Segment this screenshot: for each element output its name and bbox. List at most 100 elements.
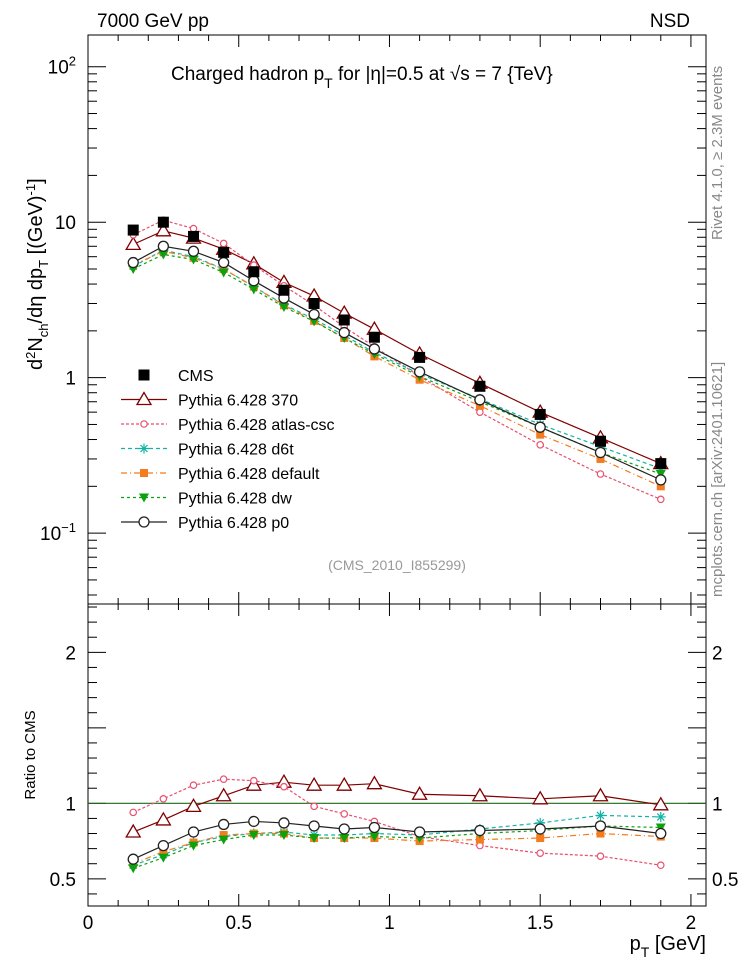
ratio-plot-frame	[87, 603, 707, 907]
legend: CMS Pythia 6.428 370 Pythia 6.428 atlas-cs…	[121, 368, 335, 532]
plot-title-main: Charged hadron p	[171, 64, 324, 85]
data-point-pythia-6-428-p0	[368, 343, 381, 355]
main-y-axis-label: d2Nch/dη dpT [(GeV)-1]	[23, 178, 51, 370]
ratio-point-pythia-6-428-default	[159, 847, 168, 856]
data-point-cms	[308, 297, 320, 309]
legend-label-pythia-6-428-p0: Pythia 6.428 p0	[178, 515, 289, 532]
ratio-point-pythia-6-428-dw	[369, 832, 380, 842]
ratio-point-pythia-6-428-atlas-csc	[536, 849, 544, 857]
axis-ticks: 0 0.5 1 1.5 2 10−1 1 10 102 0.5 0.5 1 1 2 2	[40, 35, 738, 934]
plot-title: Charged hadron pT for |η|=0.5 at √s = 7 …	[171, 64, 553, 91]
legend-label-pythia-6-428-dw: Pythia 6.428 dw	[178, 491, 292, 508]
ratio-point-pythia-6-428-atlas-csc	[656, 861, 665, 870]
legend-marker-pythia-6-428-atlas-csc	[140, 420, 148, 428]
data-point-pythia-6-428-atlas-csc	[219, 239, 228, 248]
ratio-point-pythia-6-428-dw	[218, 835, 229, 845]
ratio-series-group	[125, 773, 669, 874]
data-point-cms	[157, 216, 169, 228]
data-point-pythia-6-428-370	[125, 236, 142, 251]
data-point-pythia-6-428-p0	[187, 245, 200, 257]
data-point-pythia-6-428-p0	[218, 256, 230, 269]
ratio-point-pythia-6-428-370	[411, 785, 428, 800]
ratio-point-pythia-6-428-p0	[308, 820, 320, 832]
plot-title-rest: for |η|=0.5 at √s = 7 {TeV}	[333, 64, 553, 85]
data-point-pythia-6-428-p0	[127, 256, 139, 269]
ratio-point-pythia-6-428-atlas-csc	[189, 781, 198, 790]
data-point-pythia-6-428-370	[155, 222, 172, 237]
legend-label-cms: CMS	[178, 368, 214, 385]
ratio-point-pythia-6-428-370	[185, 798, 202, 812]
ratio-point-pythia-6-428-dw	[158, 853, 169, 863]
x-tick-label: 2	[686, 913, 697, 934]
ratio-y-axis-label: Ratio to CMS	[22, 710, 39, 799]
ratio-line-pythia-6-428-dw	[133, 825, 661, 869]
ratio-point-pythia-6-428-atlas-csc	[596, 852, 605, 860]
legend-marker-pythia-6-428-p0	[138, 516, 150, 528]
data-point-pythia-6-428-p0	[655, 474, 667, 486]
data-point-pythia-6-428-p0	[248, 275, 260, 287]
ratio-point-pythia-6-428-p0	[474, 824, 486, 837]
legend-label-pythia-6-428-370: Pythia 6.428 370	[178, 393, 298, 410]
data-point-pythia-6-428-dw	[309, 317, 320, 327]
header-right: NSD	[650, 11, 690, 32]
ratio-line-pythia-6-428-d6t	[133, 814, 661, 866]
ratio-point-pythia-6-428-p0	[594, 820, 607, 832]
data-point-pythia-6-428-p0	[474, 394, 486, 406]
ratio-point-pythia-6-428-p0	[338, 823, 350, 835]
legend-marker-cms	[138, 369, 150, 381]
ratio-point-pythia-6-428-d6t	[595, 810, 606, 821]
data-point-cms	[594, 435, 606, 447]
data-point-pythia-6-428-default	[656, 482, 665, 491]
data-point-pythia-6-428-p0	[534, 421, 546, 433]
ratio-point-pythia-6-428-atlas-csc	[340, 810, 349, 818]
ratio-point-pythia-6-428-dw	[128, 864, 139, 874]
ratio-point-pythia-6-428-370	[471, 787, 489, 802]
ratio-point-pythia-6-428-dw	[339, 834, 350, 844]
ratio-point-pythia-6-428-default	[475, 835, 484, 844]
ratio-point-pythia-6-428-370	[125, 823, 142, 838]
ratio-point-pythia-6-428-default	[596, 829, 605, 838]
side-mcplots-label: mcplots.cern.ch [arXiv:2401.10621]	[709, 362, 726, 597]
y-tick-label: 102	[48, 54, 76, 79]
x-axis-label: pT [GeV]	[630, 933, 706, 960]
ratio-y-tick-label-right: 1	[712, 794, 723, 815]
data-point-cms	[414, 351, 426, 363]
ratio-point-pythia-6-428-atlas-csc	[250, 776, 258, 785]
ratio-point-pythia-6-428-p0	[157, 839, 170, 852]
data-point-cms	[534, 408, 546, 420]
data-point-pythia-6-428-atlas-csc	[656, 495, 665, 504]
data-point-cms	[188, 230, 200, 242]
data-point-pythia-6-428-default	[596, 454, 605, 463]
data-point-cms	[655, 458, 667, 470]
ratio-point-pythia-6-428-p0	[248, 815, 260, 828]
ratio-point-pythia-6-428-atlas-csc	[280, 782, 288, 791]
data-point-pythia-6-428-dw	[278, 302, 289, 312]
data-point-pythia-6-428-p0	[308, 308, 320, 321]
data-point-pythia-6-428-dw	[158, 250, 169, 260]
data-point-pythia-6-428-atlas-csc	[189, 224, 198, 233]
x-tick-label: 1.5	[527, 913, 553, 934]
data-point-pythia-6-428-atlas-csc	[596, 470, 605, 478]
data-point-cms	[127, 224, 139, 236]
ratio-line-pythia-6-428-p0	[132, 820, 661, 860]
ratio-point-pythia-6-428-dw	[278, 831, 289, 841]
ratio-line-pythia-6-428-370	[132, 781, 661, 833]
data-point-cms	[474, 380, 486, 392]
data-point-cms	[248, 266, 260, 278]
data-point-pythia-6-428-default	[536, 430, 545, 439]
ratio-point-pythia-6-428-370	[155, 811, 172, 826]
legend-label-pythia-6-428-atlas-csc: Pythia 6.428 atlas-csc	[178, 417, 335, 434]
legend-marker-pythia-6-428-dw	[139, 493, 149, 503]
ratio-y-tick-label: 1	[65, 794, 76, 815]
header-left: 7000 GeV pp	[97, 11, 209, 32]
ratio-line-pythia-6-428-atlas-csc	[132, 778, 661, 866]
ratio-point-pythia-6-428-dw	[248, 831, 259, 841]
ratio-point-pythia-6-428-p0	[127, 853, 139, 865]
analysis-id: (CMS_2010_I855299)	[328, 557, 466, 573]
legend-marker-pythia-6-428-d6t	[139, 443, 149, 454]
data-point-pythia-6-428-dw	[218, 268, 229, 278]
y-tick-label: 1	[65, 369, 76, 390]
ratio-point-pythia-6-428-dw	[309, 834, 320, 844]
ratio-point-pythia-6-428-370	[532, 790, 549, 805]
side-rivet-label: Rivet 4.1.0, ≥ 2.3M events	[709, 66, 726, 240]
